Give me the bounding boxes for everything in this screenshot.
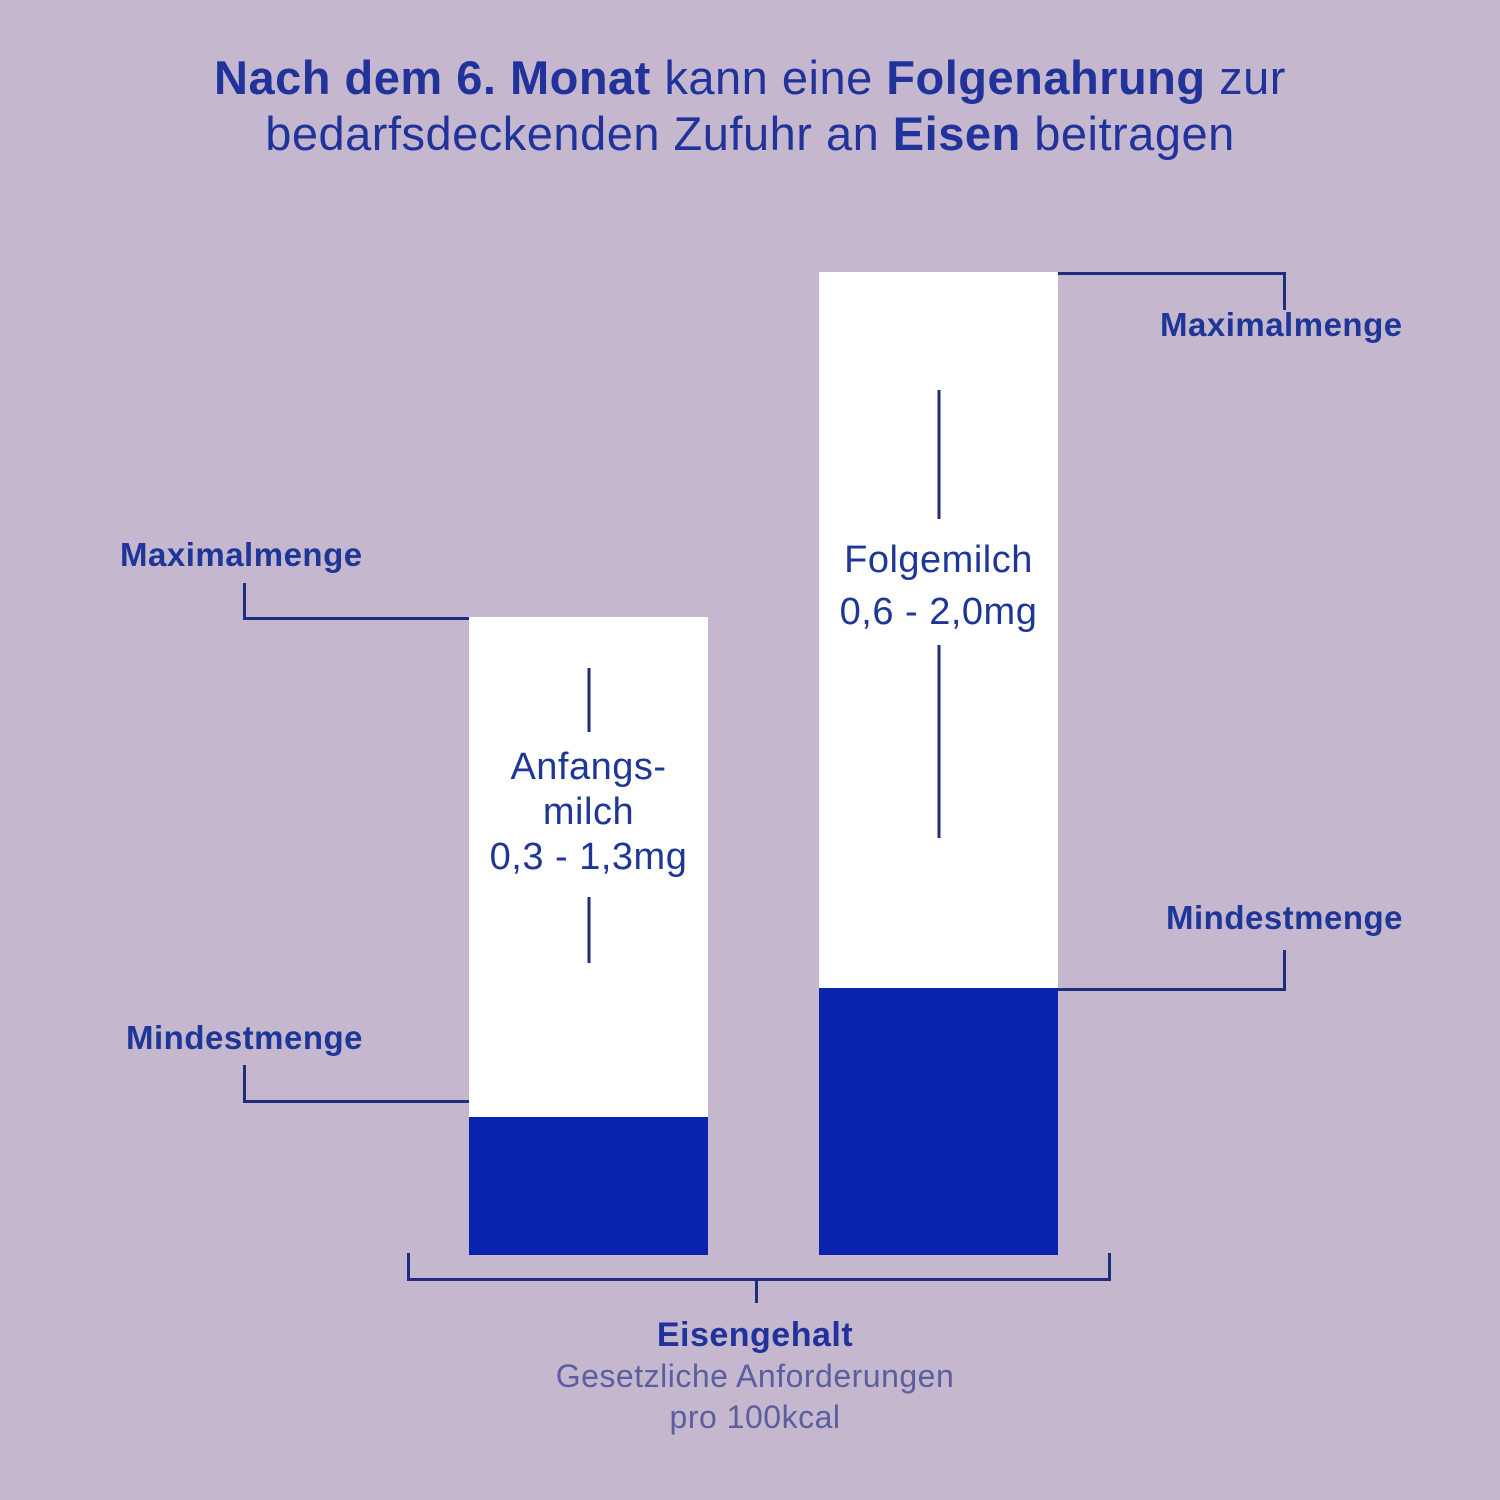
title-regular-1: kann eine — [650, 51, 887, 104]
bar-folgemilch-upper-tick — [937, 390, 940, 519]
title-regular-2: zur — [1205, 51, 1286, 104]
bar-anfangsmilch-lower-tick — [587, 897, 590, 963]
chart-title: Nach dem 6. Monat kann eine Folgenahrung… — [0, 50, 1500, 162]
bar-anfangsmilch-min-fill — [469, 1117, 708, 1255]
title-bold-nach-dem-6-monat: Nach dem 6. Monat — [214, 51, 651, 104]
axis-caption-heading: Eisengehalt — [656, 1316, 854, 1354]
callout-label-maximalmenge-right: Maximalmenge — [1160, 306, 1403, 343]
axis-caption-subline-2: pro 100kcal — [669, 1399, 841, 1435]
bar-folgemilch-label-line1: Folgemilch — [844, 539, 1033, 581]
pointer-line-maximalmenge-right — [1058, 272, 1286, 310]
title-regular-4: beitragen — [1020, 107, 1235, 160]
bar-folgemilch-min-fill — [819, 988, 1058, 1255]
bar-folgemilch-label: Folgemilch 0,6 - 2,0mg — [819, 534, 1058, 638]
axis-caption-subline-1: Gesetzliche Anforderungen — [555, 1358, 955, 1394]
pointer-line-mindestmenge-left — [243, 1065, 472, 1103]
x-axis-bracket-center-tick — [755, 1278, 758, 1303]
pointer-line-maximalmenge-left — [243, 583, 472, 620]
pointer-line-mindestmenge-right — [1057, 950, 1286, 991]
bar-folgemilch: Folgemilch 0,6 - 2,0mg — [819, 272, 1058, 1255]
callout-label-maximalmenge-left: Maximalmenge — [120, 536, 363, 573]
bar-anfangsmilch-label-line2: milch — [542, 791, 635, 833]
chart-title-line-1: Nach dem 6. Monat kann eine Folgenahrung… — [0, 50, 1500, 106]
title-bold-folgenahrung: Folgenahrung — [886, 51, 1206, 104]
bar-anfangsmilch-label: Anfangs- milch 0,3 - 1,3mg — [469, 745, 708, 880]
title-bold-eisen: Eisen — [892, 107, 1021, 160]
axis-caption: Eisengehalt Gesetzliche Anforderungen pr… — [400, 1314, 1110, 1438]
bar-folgemilch-value-range: 0,6 - 2,0mg — [839, 591, 1038, 633]
callout-label-mindestmenge-left: Mindestmenge — [126, 1019, 364, 1056]
bar-folgemilch-lower-tick — [937, 645, 940, 838]
bar-anfangsmilch-value-range: 0,3 - 1,3mg — [489, 836, 688, 878]
x-axis-bracket — [407, 1253, 1111, 1281]
bar-anfangsmilch: Anfangs- milch 0,3 - 1,3mg — [469, 617, 708, 1255]
title-regular-3: bedarfsdeckenden Zufuhr an — [265, 107, 893, 160]
bar-anfangsmilch-upper-tick — [587, 668, 590, 732]
callout-label-mindestmenge-right: Mindestmenge — [1166, 899, 1404, 936]
bar-anfangsmilch-label-line1: Anfangs- — [510, 746, 667, 788]
chart-title-line-2: bedarfsdeckenden Zufuhr an Eisen beitrag… — [0, 106, 1500, 162]
